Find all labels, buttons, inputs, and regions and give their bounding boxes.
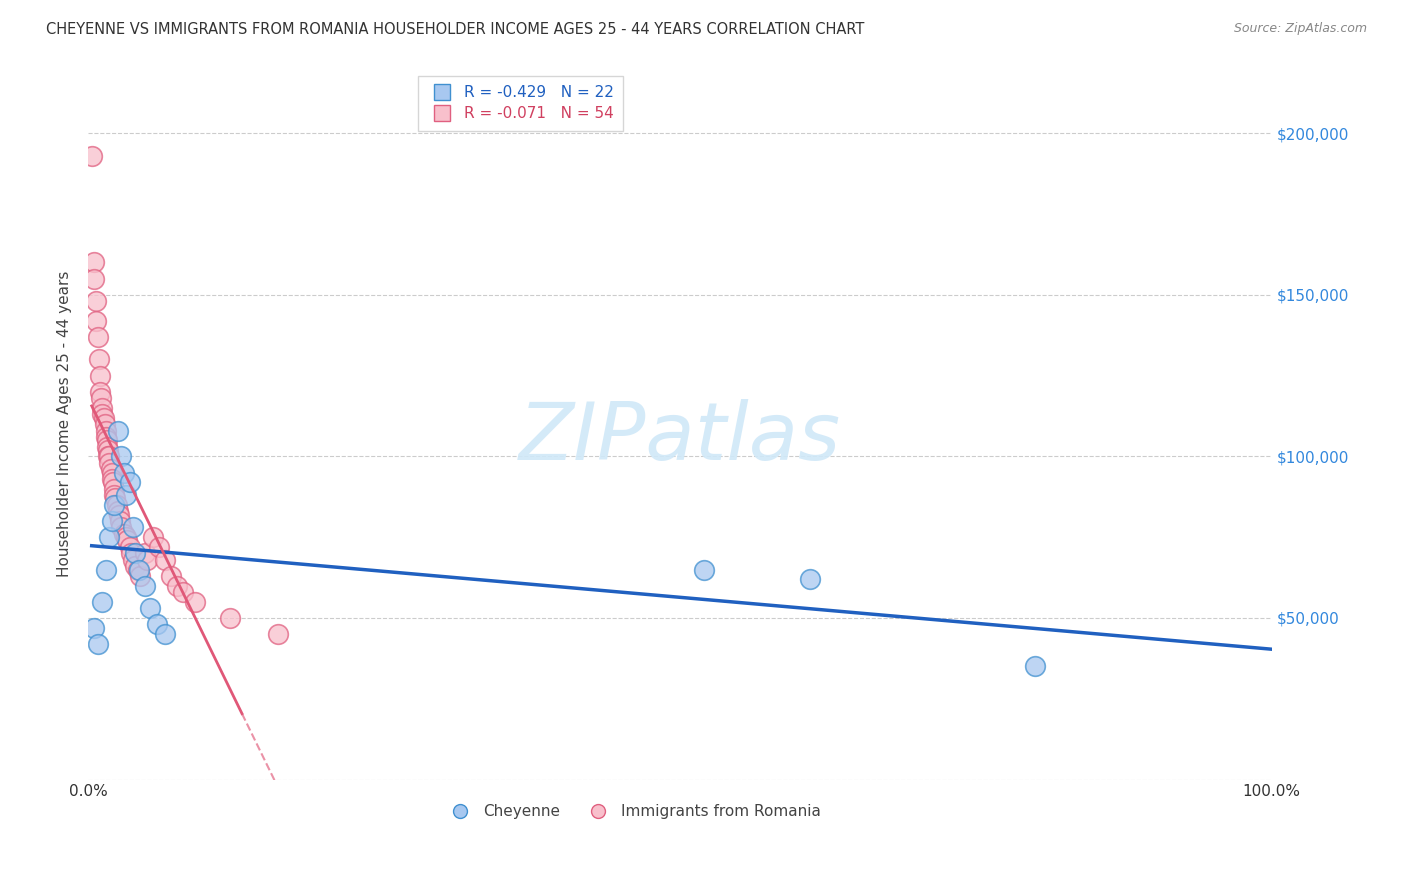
Point (1024, 659, 1046, 673)
Point (142, 530, 165, 544)
Point (103, 488, 125, 502)
Point (86, 330, 108, 344)
Point (83, 255, 105, 269)
Legend: Cheyenne, Immigrants from Romania: Cheyenne, Immigrants from Romania (439, 798, 827, 825)
Point (91, 595, 114, 609)
Point (166, 579, 188, 593)
Point (83, 621, 105, 635)
Y-axis label: Householder Income Ages 25 - 44 years: Householder Income Ages 25 - 44 years (58, 271, 72, 577)
Point (91, 401, 114, 415)
Point (108, 514, 131, 528)
Point (98, 456, 121, 470)
Point (91, 408, 114, 422)
Point (138, 601, 160, 615)
Point (118, 540, 141, 554)
Point (134, 546, 156, 560)
Point (97, 442, 120, 457)
Point (97, 450, 120, 464)
Point (87, 352, 110, 367)
Point (120, 546, 142, 560)
Point (101, 472, 124, 486)
Point (100, 462, 122, 476)
Point (136, 553, 159, 567)
Point (108, 508, 131, 522)
Point (124, 559, 146, 574)
Point (129, 569, 152, 583)
Point (172, 585, 194, 599)
Text: CHEYENNE VS IMMIGRANTS FROM ROMANIA HOUSEHOLDER INCOME AGES 25 - 44 YEARS CORREL: CHEYENNE VS IMMIGRANTS FROM ROMANIA HOUS… (46, 22, 865, 37)
Point (103, 482, 125, 496)
Point (101, 466, 124, 480)
Point (110, 520, 132, 534)
Point (107, 424, 129, 438)
Point (101, 475, 124, 490)
Point (183, 595, 205, 609)
Point (799, 572, 821, 586)
Point (89, 368, 111, 383)
Text: ZIPatlas: ZIPatlas (519, 400, 841, 477)
Point (96, 434, 118, 448)
Point (112, 466, 135, 480)
Point (101, 514, 124, 528)
Point (115, 488, 138, 502)
Point (118, 475, 141, 490)
Point (98, 450, 121, 464)
Point (122, 553, 145, 567)
Point (103, 498, 125, 512)
Point (128, 562, 150, 576)
Point (110, 450, 132, 464)
Point (86, 313, 108, 327)
Point (89, 384, 111, 399)
Point (122, 520, 145, 534)
Point (219, 611, 242, 625)
Point (115, 530, 138, 544)
Text: Source: ZipAtlas.com: Source: ZipAtlas.com (1233, 22, 1367, 36)
Point (83, 271, 105, 285)
Point (146, 617, 169, 632)
Point (124, 546, 146, 560)
Point (98, 530, 121, 544)
Point (160, 569, 183, 583)
Point (94, 424, 117, 438)
Point (94, 430, 117, 444)
Point (115, 533, 138, 548)
Point (127, 562, 149, 576)
Point (105, 498, 128, 512)
Point (96, 440, 118, 454)
Point (266, 627, 288, 641)
Point (86, 294, 108, 309)
Point (692, 562, 714, 576)
Point (86, 637, 108, 651)
Point (153, 553, 176, 567)
Point (90, 391, 112, 405)
Point (80, 149, 103, 163)
Point (104, 491, 127, 506)
Point (148, 540, 170, 554)
Point (94, 562, 117, 576)
Point (153, 627, 176, 641)
Point (107, 504, 129, 518)
Point (93, 417, 115, 431)
Point (112, 527, 135, 541)
Point (134, 579, 156, 593)
Point (93, 410, 115, 425)
